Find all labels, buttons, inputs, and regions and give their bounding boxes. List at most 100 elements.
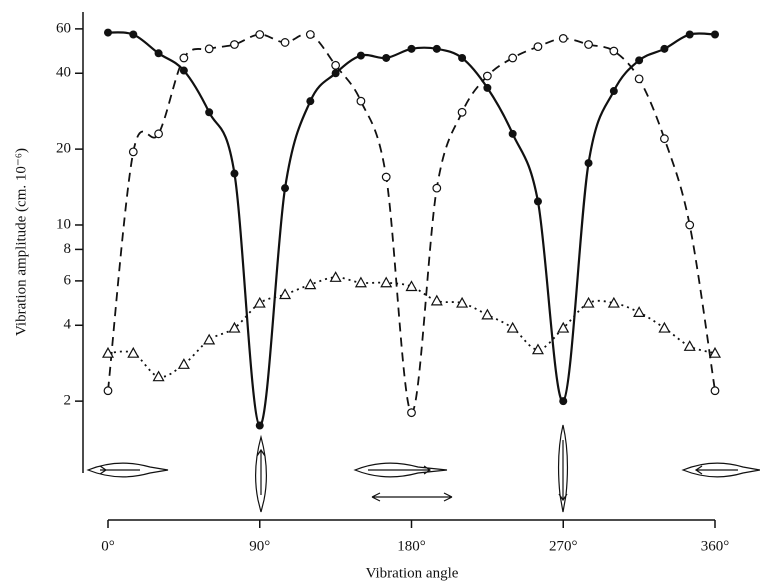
marker: [354, 276, 367, 288]
x-tick-label: 0°: [101, 538, 115, 554]
marker: [584, 159, 593, 168]
marker: [101, 346, 115, 358]
marker: [382, 53, 391, 62]
marker: [253, 296, 266, 308]
marker: [609, 46, 619, 56]
marker: [634, 74, 644, 84]
marker: [683, 340, 696, 351]
series-line: [107, 32, 716, 414]
marker: [635, 56, 644, 65]
marker: [179, 53, 189, 63]
series-line: [107, 31, 716, 427]
marker: [281, 184, 290, 193]
marker: [482, 71, 492, 81]
marker: [430, 294, 443, 306]
y-tick-label: 4: [64, 317, 72, 333]
y-tick-label: 8: [64, 241, 72, 257]
marker: [533, 197, 542, 206]
marker: [329, 271, 342, 282]
fish-icon: [557, 424, 569, 513]
marker: [481, 308, 494, 320]
marker: [356, 51, 365, 60]
arrow: [371, 492, 453, 502]
marker: [204, 44, 214, 54]
x-axis-label: Vibration angle: [366, 565, 459, 581]
marker: [279, 288, 292, 300]
marker: [508, 53, 518, 63]
marker: [255, 30, 265, 39]
marker: [584, 40, 593, 49]
marker: [127, 346, 140, 358]
marker: [531, 343, 544, 355]
marker: [533, 42, 543, 52]
marker: [205, 108, 214, 117]
y-tick-label: 40: [56, 65, 71, 81]
marker: [128, 147, 138, 157]
y-tick-label: 2: [64, 393, 72, 409]
fish-icon: [681, 462, 760, 478]
marker: [306, 97, 315, 106]
marker: [407, 44, 416, 53]
fish-icon: [353, 462, 448, 478]
marker: [179, 66, 188, 75]
marker: [456, 296, 469, 308]
marker: [304, 278, 317, 290]
fish-icons: [86, 424, 760, 513]
marker: [230, 169, 239, 178]
marker: [710, 386, 720, 396]
marker: [280, 38, 290, 47]
marker: [255, 421, 264, 430]
marker: [558, 33, 568, 43]
y-tick-label: 10: [56, 216, 71, 232]
marker: [177, 358, 190, 369]
marker: [458, 53, 467, 62]
x-tick-label: 360°: [701, 538, 730, 554]
marker: [557, 321, 570, 333]
marker: [660, 44, 669, 53]
marker: [432, 183, 442, 193]
fish-icon: [255, 434, 267, 513]
marker: [103, 386, 113, 396]
marker: [228, 321, 241, 333]
marker: [230, 40, 239, 49]
marker: [658, 321, 671, 333]
y-axis-label: Vibration amplitude (cm. 10⁻⁶): [13, 148, 29, 336]
marker: [104, 28, 112, 37]
marker: [356, 96, 366, 106]
marker: [609, 87, 618, 96]
y-tick-label: 6: [64, 272, 72, 288]
marker: [331, 69, 340, 78]
marker: [708, 346, 722, 358]
marker: [432, 44, 441, 53]
marker: [380, 276, 393, 288]
marker: [203, 333, 216, 345]
marker: [154, 129, 163, 139]
x-tick-label: 90°: [249, 538, 270, 554]
marker: [685, 220, 695, 230]
marker: [305, 30, 315, 39]
marker: [331, 60, 341, 70]
x-tick-label: 180°: [397, 538, 426, 554]
y-tick-label: 60: [56, 20, 71, 36]
marker: [506, 321, 519, 333]
marker: [154, 49, 163, 58]
marker: [633, 306, 646, 317]
marker: [457, 107, 467, 117]
marker: [685, 30, 694, 39]
marker: [660, 134, 669, 144]
series-line: [107, 276, 716, 378]
marker: [381, 172, 391, 182]
y-tick-label: 20: [56, 141, 71, 157]
fish-icon: [86, 462, 169, 478]
marker: [129, 30, 138, 39]
x-tick-label: 270°: [549, 538, 578, 554]
marker: [407, 408, 416, 418]
marker: [607, 296, 620, 308]
marker: [582, 296, 595, 308]
marker: [508, 129, 517, 138]
marker: [405, 280, 418, 292]
marker: [559, 397, 568, 406]
marker: [711, 30, 719, 39]
marker: [152, 370, 165, 382]
